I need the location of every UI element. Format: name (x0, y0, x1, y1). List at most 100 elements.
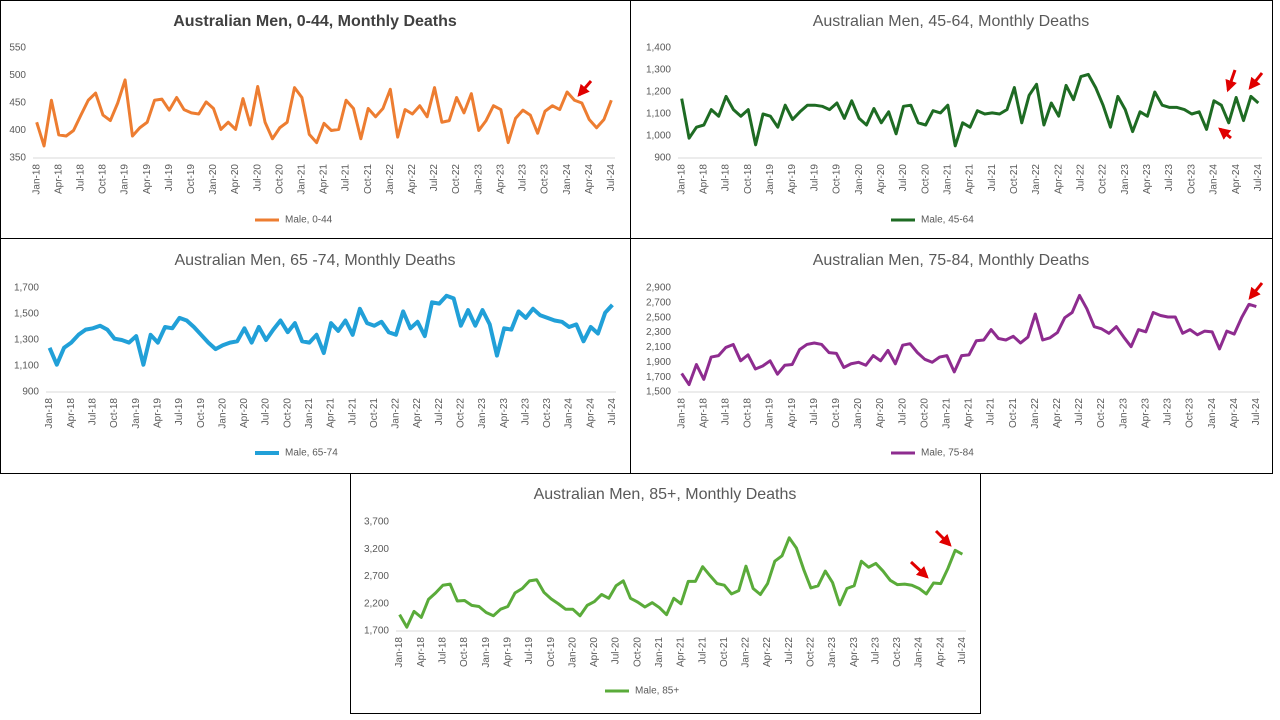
x-tick-label: Jul-24 (1253, 164, 1264, 192)
x-tick-label: Apr-19 (787, 398, 798, 428)
x-tick-label: Jan-22 (385, 164, 396, 195)
x-tick-label: Jan-22 (1031, 164, 1042, 195)
x-tick-label: Oct-19 (546, 637, 557, 667)
x-tick-label: Jul-24 (606, 164, 617, 192)
y-tick-label: 1,000 (646, 131, 671, 142)
arrow (577, 80, 593, 97)
x-tick-label: Jul-24 (957, 637, 968, 665)
x-tick-label: Apr-20 (875, 398, 886, 428)
x-tick-label: Jul-22 (784, 637, 795, 665)
x-tick-label: Jul-22 (434, 398, 445, 426)
x-tick-label: Apr-23 (495, 164, 506, 194)
x-tick-label: Apr-18 (53, 164, 64, 194)
x-tick-label: Jul-19 (809, 398, 820, 426)
x-tick-label: Jan-20 (217, 398, 228, 429)
y-tick-label: 500 (9, 70, 26, 81)
x-tick-label: Jul-20 (611, 637, 622, 665)
x-tick-label: Jul-19 (164, 164, 175, 192)
x-tick-label: Jan-20 (853, 398, 864, 429)
x-tick-label: Jan-18 (31, 164, 42, 195)
y-tick-label: 2,300 (646, 327, 671, 338)
x-tick-label: Apr-21 (965, 164, 976, 194)
x-tick-label: Jul-20 (261, 398, 272, 426)
x-tick-label: Jul-22 (429, 164, 440, 192)
data-line (35, 78, 613, 148)
x-tick-label: Jan-23 (1120, 164, 1131, 195)
panel-border (0, 238, 631, 474)
panel-border (630, 238, 1273, 474)
data-line (680, 72, 1260, 148)
x-tick-label: Apr-18 (416, 637, 427, 667)
x-tick-label: Apr-23 (1140, 398, 1151, 428)
x-tick-label: Oct-21 (369, 398, 380, 428)
chart-title: Australian Men, 75-84, Monthly Deaths (813, 252, 1090, 269)
x-tick-label: Oct-18 (98, 164, 109, 194)
x-tick-label: Apr-24 (1229, 398, 1240, 428)
x-tick-label: Apr-21 (676, 637, 687, 667)
x-tick-label: Apr-23 (849, 637, 860, 667)
y-tick-label: 1,100 (14, 361, 39, 372)
x-tick-label: Jan-21 (304, 398, 315, 429)
x-tick-label: Jul-23 (870, 637, 881, 665)
x-tick-label: Oct-18 (109, 398, 120, 428)
x-tick-label: Jan-18 (676, 164, 687, 195)
x-tick-label: Oct-22 (456, 398, 467, 428)
y-tick-label: 1,200 (646, 87, 671, 98)
x-tick-label: Jan-19 (765, 398, 776, 429)
x-tick-label: Jan-23 (473, 164, 484, 195)
x-tick-label: Jul-24 (1251, 398, 1262, 426)
y-tick-label: 900 (654, 153, 671, 164)
x-tick-label: Jul-19 (809, 164, 820, 192)
x-tick-label: Apr-20 (230, 164, 241, 194)
x-tick-label: Oct-22 (1096, 398, 1107, 428)
arrow (909, 560, 929, 579)
y-tick-label: 2,100 (646, 342, 671, 353)
x-tick-label: Jan-22 (741, 637, 752, 668)
panel-border (0, 0, 631, 239)
x-tick-label: Oct-23 (1186, 164, 1197, 194)
arrow (1225, 69, 1237, 93)
x-tick-label: Jul-19 (174, 398, 185, 426)
x-tick-label: Jul-23 (520, 398, 531, 426)
y-tick-label: 1,300 (646, 65, 671, 76)
arrow (1218, 127, 1232, 140)
x-tick-label: Jul-21 (986, 398, 997, 426)
x-tick-label: Apr-18 (66, 398, 77, 428)
x-tick-label: Oct-20 (274, 164, 285, 194)
x-tick-label: Oct-19 (196, 398, 207, 428)
x-tick-label: Oct-21 (1008, 398, 1019, 428)
panel-border (350, 473, 981, 714)
y-tick-label: 2,900 (646, 283, 671, 294)
x-tick-label: Apr-19 (787, 164, 798, 194)
x-tick-label: Apr-20 (239, 398, 250, 428)
x-tick-label: Jan-18 (394, 637, 405, 668)
x-tick-label: Jul-20 (897, 398, 908, 426)
y-tick-label: 350 (9, 153, 26, 164)
y-tick-label: 1,500 (14, 309, 39, 320)
x-tick-label: Jan-22 (1030, 398, 1041, 429)
x-tick-label: Apr-20 (876, 164, 887, 194)
x-tick-label: Jul-18 (438, 637, 449, 665)
x-tick-label: Oct-18 (459, 637, 470, 667)
x-tick-label: Jul-18 (721, 164, 732, 192)
x-tick-label: Jan-24 (1209, 164, 1220, 195)
arrow (1248, 282, 1264, 300)
y-tick-label: 2,700 (364, 571, 389, 582)
x-tick-label: Apr-19 (152, 398, 163, 428)
x-tick-label: Apr-23 (1142, 164, 1153, 194)
x-tick-label: Apr-20 (589, 637, 600, 667)
data-line (398, 536, 964, 629)
x-tick-label: Jul-21 (341, 164, 352, 192)
x-tick-label: Jan-24 (914, 637, 925, 668)
x-tick-label: Oct-20 (920, 164, 931, 194)
x-tick-label: Jul-18 (76, 164, 87, 192)
x-tick-label: Jul-22 (1076, 164, 1087, 192)
legend-label: Male, 85+ (635, 686, 679, 697)
x-tick-label: Oct-23 (1185, 398, 1196, 428)
x-tick-label: Apr-22 (1052, 398, 1063, 428)
y-tick-label: 2,500 (646, 312, 671, 323)
x-tick-label: Jan-21 (654, 637, 665, 668)
chart-title: Australian Men, 45-64, Monthly Deaths (813, 13, 1090, 30)
y-tick-label: 550 (9, 43, 26, 54)
